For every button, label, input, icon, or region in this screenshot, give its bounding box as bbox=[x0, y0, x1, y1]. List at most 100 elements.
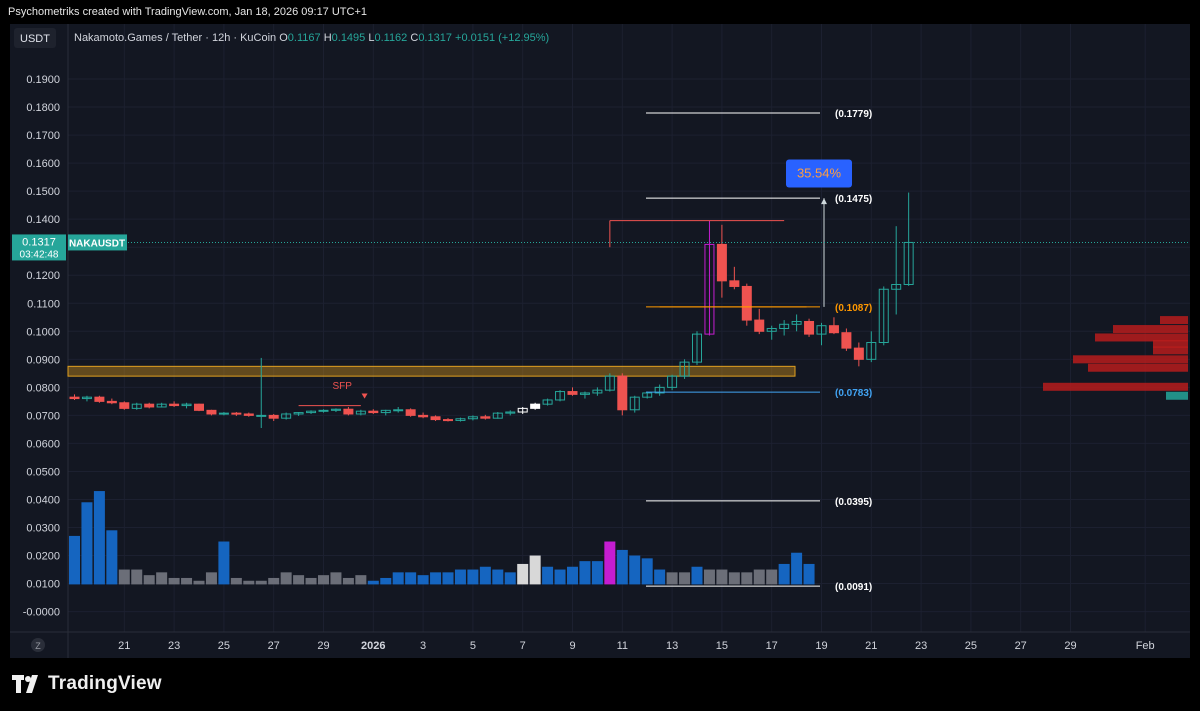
volume-bar bbox=[318, 575, 329, 585]
volume-bar bbox=[666, 572, 678, 585]
volume-bar bbox=[492, 569, 504, 585]
candle-body bbox=[281, 413, 292, 419]
y-tick-label: 0.1100 bbox=[27, 298, 60, 310]
volume-bar bbox=[454, 569, 466, 585]
candle-body bbox=[828, 325, 839, 334]
symbol-legend: Nakamoto.Games / Tether · 12h · KuCoin O… bbox=[74, 32, 549, 44]
volume-bar bbox=[591, 561, 603, 585]
x-tick-label: 23 bbox=[168, 640, 180, 652]
legend-open-label: O bbox=[279, 32, 288, 44]
volume-bar bbox=[654, 569, 666, 585]
volume-bar bbox=[392, 572, 404, 585]
legend-close-label: C bbox=[410, 32, 418, 44]
candle-body bbox=[517, 407, 528, 413]
order-book-bar bbox=[1153, 339, 1188, 348]
candle-body bbox=[530, 403, 541, 409]
legend-low-label: L bbox=[368, 32, 374, 44]
volume-bar bbox=[93, 491, 105, 585]
level-label: (0.1475) bbox=[835, 194, 872, 205]
candle-body bbox=[878, 288, 889, 344]
volume-bar bbox=[81, 502, 93, 585]
candle-body bbox=[81, 396, 92, 400]
candle-body bbox=[604, 375, 615, 391]
volume-bar bbox=[417, 575, 429, 585]
x-tick-label: 21 bbox=[865, 640, 877, 652]
level-label: (0.1087) bbox=[835, 303, 872, 314]
candle-body bbox=[455, 418, 466, 421]
volume-bar bbox=[218, 541, 230, 585]
candle-body bbox=[654, 386, 665, 394]
candle-body bbox=[791, 320, 802, 325]
current-price-label bbox=[12, 234, 66, 261]
y-tick-label: 0.0600 bbox=[26, 438, 60, 450]
candle-body bbox=[642, 392, 653, 398]
volume-bar bbox=[131, 569, 143, 585]
percent-badge-text: 35.54% bbox=[797, 165, 842, 180]
candle-body bbox=[131, 403, 142, 409]
tradingview-logo[interactable]: TradingView bbox=[12, 672, 162, 696]
volume-bar bbox=[342, 577, 354, 585]
level-label: (0.0783) bbox=[835, 388, 872, 399]
order-book-bar bbox=[1160, 316, 1188, 325]
candle-body bbox=[480, 416, 491, 419]
candle-body bbox=[169, 403, 180, 407]
volume-bar bbox=[305, 577, 317, 585]
y-tick-label: 0.1600 bbox=[26, 158, 60, 170]
price-chart[interactable]: 0.1900 0.1800 0.1700 0.1600 0.1500 0.1400 0.13… bbox=[10, 24, 1190, 658]
candle-body bbox=[156, 403, 167, 408]
legend-symbol: Nakamoto.Games / Tether · 12h · KuCoin bbox=[74, 32, 279, 44]
chart-frame[interactable]: 0.1900 0.1800 0.1700 0.1600 0.1500 0.1400 0.13… bbox=[10, 24, 1190, 658]
candle-body bbox=[306, 410, 317, 414]
y-tick-label: 0.0500 bbox=[26, 466, 60, 478]
candle-body bbox=[779, 323, 790, 329]
volume-bar bbox=[255, 580, 267, 585]
volume-bar bbox=[156, 572, 168, 585]
candle-body bbox=[256, 414, 267, 417]
zoom-button[interactable] bbox=[31, 638, 45, 652]
candle-body bbox=[617, 375, 628, 411]
volume-bar bbox=[143, 575, 155, 585]
volume-bar bbox=[230, 577, 242, 585]
candle-body bbox=[94, 396, 105, 402]
y-tick-label: 0.1000 bbox=[26, 326, 60, 338]
volume-bar bbox=[193, 580, 205, 585]
volume-bar bbox=[69, 535, 80, 585]
candle-body bbox=[804, 320, 815, 335]
volume-bar bbox=[293, 575, 305, 585]
x-tick-label: 29 bbox=[1064, 640, 1076, 652]
order-book-bar bbox=[1095, 333, 1188, 342]
candle-body bbox=[418, 414, 429, 418]
volume-bar bbox=[716, 569, 728, 585]
candle-body bbox=[119, 402, 130, 409]
volume-bar bbox=[766, 569, 778, 585]
candle-body bbox=[405, 409, 416, 416]
sfp-arrow-icon bbox=[361, 393, 368, 399]
volume-bar bbox=[567, 566, 578, 585]
candle-body bbox=[555, 391, 566, 401]
volume-bar bbox=[679, 572, 691, 585]
candle-body bbox=[355, 410, 366, 415]
level-label: (0.0091) bbox=[835, 582, 872, 593]
volume-bar bbox=[280, 572, 292, 585]
volume-bar bbox=[467, 569, 479, 585]
volume-bar bbox=[579, 561, 591, 585]
x-tick-label: 15 bbox=[716, 640, 728, 652]
currency-badge[interactable] bbox=[14, 28, 56, 48]
candle-body bbox=[704, 243, 715, 335]
volume-bar bbox=[554, 569, 566, 585]
order-book-bar bbox=[1153, 346, 1188, 355]
volume-bar bbox=[118, 569, 130, 585]
candle-body bbox=[318, 409, 329, 412]
candle-body bbox=[380, 409, 391, 414]
candle-body bbox=[853, 347, 864, 360]
level-label: (0.0395) bbox=[835, 497, 872, 508]
candle-body bbox=[430, 416, 441, 421]
x-tick-label: 11 bbox=[617, 640, 628, 652]
candle-body bbox=[368, 410, 379, 414]
y-tick-label: 0.1200 bbox=[26, 270, 60, 282]
volume-bar bbox=[243, 580, 255, 585]
candle-body bbox=[443, 419, 453, 422]
order-book-bar bbox=[1088, 363, 1188, 372]
x-tick-label: 17 bbox=[766, 640, 778, 652]
candle-body bbox=[716, 243, 727, 282]
